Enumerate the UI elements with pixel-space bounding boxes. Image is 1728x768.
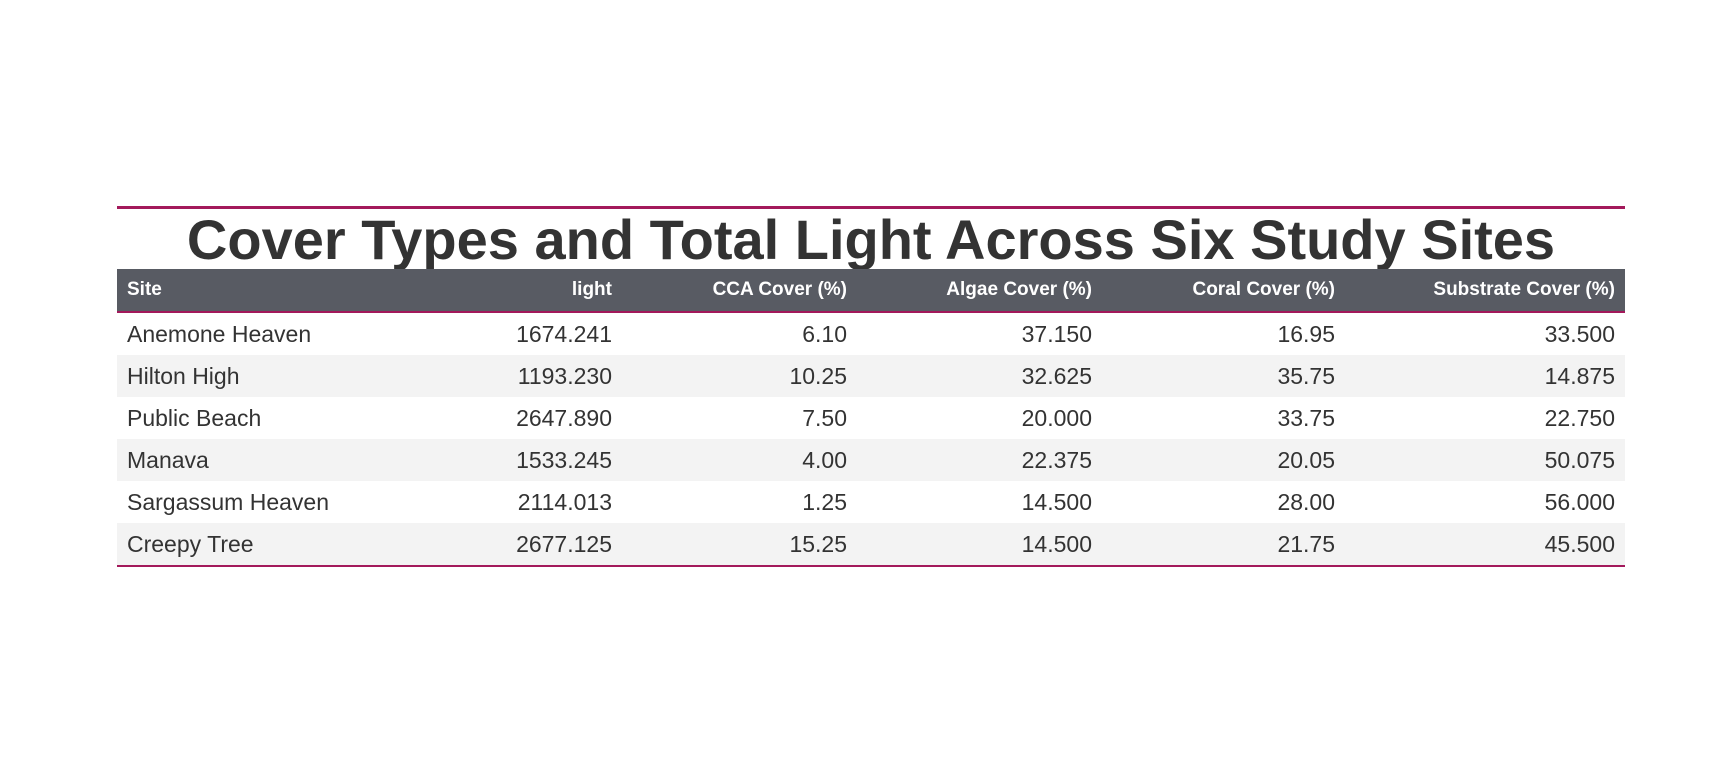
value-cell: 14.875 (1544, 362, 1615, 389)
top-rule (117, 206, 1625, 209)
table-title: Cover Types and Total Light Across Six S… (186, 209, 1556, 269)
data-table-container: Cover Types and Total Light Across Six S… (117, 206, 1625, 567)
value-cell: 33.500 (1544, 320, 1615, 347)
table-row: Sargassum Heaven 2114.013 1.25 14.500 28.00 5… (117, 481, 1625, 523)
column-header: Site (117, 269, 442, 313)
value-cell: 37.150 (1021, 320, 1092, 347)
site-name-cell: Anemone Heaven (127, 320, 312, 347)
value-cell: 22.375 (1021, 446, 1092, 473)
column-header: light (442, 269, 622, 313)
table-row: Public Beach 2647.890 7.50 20.000 33.75 22.75… (117, 397, 1625, 439)
value-cell: 14.500 (1021, 488, 1092, 515)
value-cell: 16.95 (1277, 320, 1335, 347)
value-cell: 50.075 (1544, 446, 1615, 473)
site-name-cell: Public Beach (127, 404, 262, 431)
value-cell: 21.75 (1277, 530, 1335, 557)
column-header: Coral Cover (%) (1102, 269, 1345, 313)
table-row: Creepy Tree 2677.125 15.25 14.500 21.75 45.50… (117, 523, 1625, 565)
value-cell: 28.00 (1277, 488, 1335, 515)
table-row: Hilton High 1193.230 10.25 32.625 35.75 14.87… (117, 355, 1625, 397)
value-cell: 1674.241 (516, 320, 612, 347)
value-cell: 22.750 (1544, 404, 1615, 431)
bottom-rule (117, 565, 1625, 567)
value-cell: 7.50 (802, 404, 847, 431)
data-table: Site light CCA Cover (%) Algae Cover (%) Cor… (117, 269, 1625, 565)
site-name-cell: Hilton High (127, 362, 240, 389)
value-cell: 1193.230 (517, 362, 612, 389)
column-header: CCA Cover (%) (622, 269, 857, 313)
value-cell: 2647.890 (516, 404, 612, 431)
value-cell: 35.75 (1277, 362, 1335, 389)
value-cell: 1533.245 (516, 446, 612, 473)
value-cell: 56.000 (1544, 488, 1615, 515)
header-row: Site light CCA Cover (%) Algae Cover (%) Cor… (117, 269, 1625, 313)
value-cell: 10.25 (789, 362, 847, 389)
site-name-cell: Creepy Tree (127, 530, 254, 557)
value-cell: 2114.013 (517, 488, 612, 515)
value-cell: 4.00 (802, 446, 847, 473)
column-header: Algae Cover (%) (857, 269, 1102, 313)
value-cell: 15.25 (789, 530, 847, 557)
column-header: Substrate Cover (%) (1345, 269, 1625, 313)
value-cell: 45.500 (1544, 530, 1615, 557)
table-row: Manava 1533.245 4.00 22.375 20.05 50.075 (117, 439, 1625, 481)
value-cell: 32.625 (1021, 362, 1092, 389)
value-cell: 20.000 (1021, 404, 1092, 431)
value-cell: 20.05 (1277, 446, 1335, 473)
table-row: Anemone Heaven 1674.241 6.10 37.150 16.95 33.… (117, 312, 1625, 355)
value-cell: 1.25 (802, 488, 847, 515)
value-cell: 6.10 (802, 320, 847, 347)
site-name-cell: Manava (127, 446, 209, 473)
value-cell: 2677.125 (516, 530, 612, 557)
table-body: Anemone Heaven 1674.241 6.10 37.150 16.95 33.… (117, 312, 1625, 565)
value-cell: 14.500 (1021, 530, 1092, 557)
site-name-cell: Sargassum Heaven (127, 488, 329, 515)
value-cell: 33.75 (1277, 404, 1335, 431)
